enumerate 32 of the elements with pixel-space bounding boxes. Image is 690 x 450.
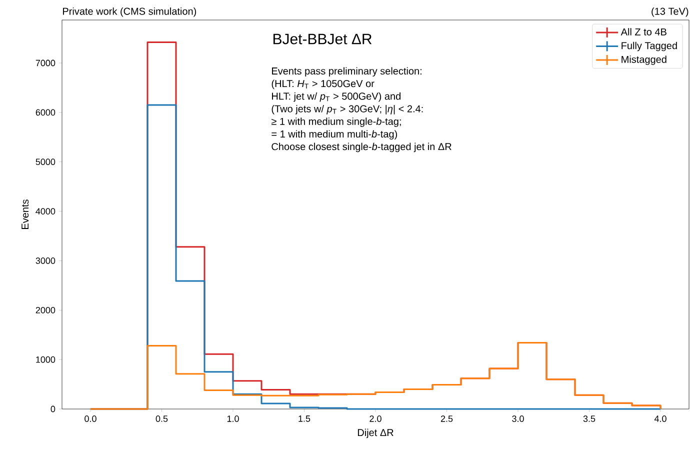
x-tick-label: 2.5 [440, 416, 453, 422]
x-tick-label: 4.0 [654, 416, 666, 422]
x-tick-label: 0.5 [156, 416, 168, 422]
legend-label: Fully Tagged [622, 42, 677, 52]
text: (13 TeV) [652, 7, 688, 17]
y-tick-label: 6000 [36, 109, 56, 116]
annotation: Choose closest single-b-tagged jet in ΔR [272, 142, 452, 152]
x-axis-title: Dijet ΔR [358, 428, 394, 438]
x-tick-label: 3.0 [512, 416, 524, 422]
text: BJet-BBJet ΔR [273, 34, 372, 44]
y-tick-label: 0 [50, 406, 56, 412]
x-tick-label: 1.5 [298, 416, 310, 422]
legend-label: Mistagged [622, 56, 666, 65]
y-tick-label: 2000 [36, 306, 56, 314]
x-tick-label: 2.0 [370, 416, 382, 422]
y-tick-label: 5000 [36, 158, 56, 166]
annotation: ≥ 1 with medium single-b-tag; [272, 118, 401, 127]
legend-label: All Z to 4B [620, 28, 666, 36]
text: Private work (CMS simulation) [63, 7, 196, 17]
x-tick-label: 3.5 [583, 416, 596, 422]
x-tick-label: 0.0 [84, 416, 96, 422]
y-tick-label: 7000 [36, 60, 56, 66]
y-tick-label: 3000 [36, 258, 56, 264]
annotation: = 1 with medium multi-b-tag) [272, 130, 398, 140]
y-axis-title: Events [22, 200, 29, 229]
x-tick-label: 1.0 [227, 416, 239, 422]
annotation: (Two jets w/ p$_{T}$ > 30GeV; |η| < 2.4: [272, 104, 423, 114]
annotation: HLT: jet w/ p$_{T}$ > 500GeV) and [272, 92, 400, 102]
y-tick-label: 1000 [36, 356, 56, 363]
y-tick-label: 4000 [36, 208, 56, 214]
annotation: Events pass preliminary selection: [272, 67, 422, 77]
annotation: (HLT: H$_{T}$ > 1050GeV or [272, 80, 374, 90]
